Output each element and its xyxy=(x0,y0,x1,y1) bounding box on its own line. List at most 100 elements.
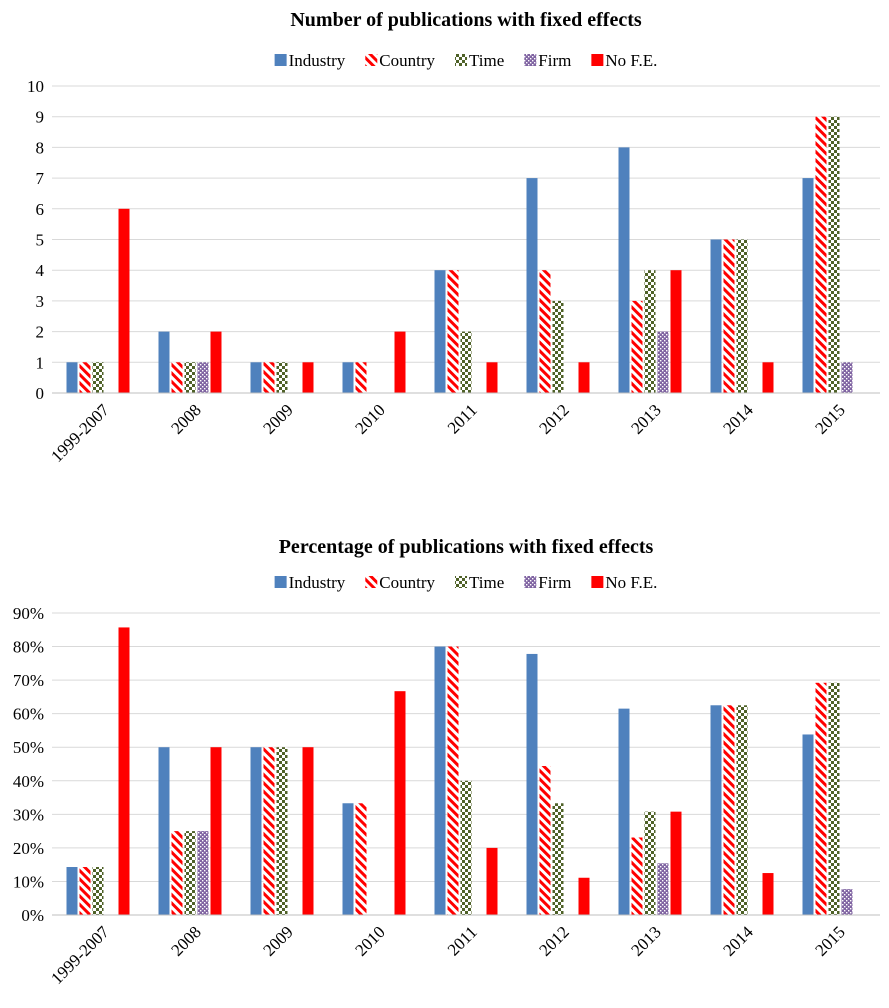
bar-no-f-e-2011 xyxy=(486,362,498,393)
legend-item-time: Time xyxy=(455,51,504,70)
bar-time-2012 xyxy=(552,803,564,915)
bar-time-2008 xyxy=(184,831,196,915)
y-tick-label: 50% xyxy=(13,738,44,757)
y-tick-label: 40% xyxy=(13,772,44,791)
bar-firm-2013 xyxy=(657,331,669,393)
bar-firm-2013 xyxy=(657,863,669,915)
x-tick-label: 1999-2007 xyxy=(47,400,113,466)
bar-no-f-e-2010 xyxy=(394,691,406,915)
chart-publication-counts: Number of publications with fixed effect… xyxy=(0,0,889,470)
bar-no-f-e-2009 xyxy=(302,747,314,915)
bar-country-2009 xyxy=(263,362,275,393)
bar-industry-1999-2007 xyxy=(66,867,78,915)
legend-label: Industry xyxy=(289,51,346,70)
y-tick-label: 5 xyxy=(36,231,45,250)
bar-time-1999-2007 xyxy=(92,867,104,915)
bar-industry-2013 xyxy=(618,708,630,915)
y-tick-label: 3 xyxy=(36,292,45,311)
legend-item-time: Time xyxy=(455,573,504,592)
legend-swatch xyxy=(591,54,604,66)
chart-title: Percentage of publications with fixed ef… xyxy=(279,536,654,558)
legend-label: Time xyxy=(469,51,504,70)
bar-time-2013 xyxy=(644,270,656,393)
legend-label: Country xyxy=(379,51,435,70)
chart-legend: Industry Country Time Firm No F.E. xyxy=(274,573,657,592)
bar-time-2015 xyxy=(828,682,840,915)
bar-no-f-e-2009 xyxy=(302,362,314,393)
x-tick-label: 2014 xyxy=(719,400,757,438)
x-tick-label: 2015 xyxy=(811,922,848,959)
y-tick-label: 9 xyxy=(36,108,45,127)
bar-industry-1999-2007 xyxy=(66,362,78,393)
legend-swatch xyxy=(274,576,287,588)
legend-swatch xyxy=(524,54,537,66)
bar-country-2015 xyxy=(815,116,827,393)
legend-label: No F.E. xyxy=(605,573,657,592)
bars xyxy=(66,116,853,393)
bar-country-1999-2007 xyxy=(79,867,91,915)
y-tick-label: 60% xyxy=(13,705,44,724)
bar-no-f-e-1999-2007 xyxy=(118,208,130,393)
bar-industry-2009 xyxy=(250,747,262,915)
y-tick-label: 70% xyxy=(13,671,44,690)
bar-firm-2008 xyxy=(197,362,209,393)
legend-item-no-f-e: No F.E. xyxy=(591,51,657,70)
bar-time-2008 xyxy=(184,362,196,393)
bar-time-2009 xyxy=(276,747,288,915)
bar-time-2015 xyxy=(828,116,840,393)
legend-label: No F.E. xyxy=(605,51,657,70)
bar-industry-2014 xyxy=(710,239,722,393)
bar-industry-2009 xyxy=(250,362,262,393)
bar-industry-2012 xyxy=(526,653,538,915)
bar-industry-2015 xyxy=(802,178,814,393)
legend-item-country: Country xyxy=(365,51,436,70)
bar-industry-2011 xyxy=(434,270,446,393)
bar-time-2009 xyxy=(276,362,288,393)
legend-item-industry: Industry xyxy=(274,51,346,70)
bar-country-2011 xyxy=(447,646,459,915)
y-tick-label: 0% xyxy=(21,906,44,925)
y-tick-label: 1 xyxy=(36,353,45,372)
legend-label: Firm xyxy=(538,51,571,70)
y-tick-label: 30% xyxy=(13,805,44,824)
x-tick-label: 2009 xyxy=(259,400,296,437)
chart-title: Number of publications with fixed effect… xyxy=(290,9,641,31)
x-tick-label: 2010 xyxy=(351,922,388,959)
bar-firm-2015 xyxy=(841,889,853,915)
chart-publication-percentages: Percentage of publications with fixed ef… xyxy=(0,530,889,1003)
bar-no-f-e-2008 xyxy=(210,331,222,393)
x-tick-label: 2015 xyxy=(811,400,848,437)
y-tick-label: 6 xyxy=(36,200,45,219)
bar-country-2015 xyxy=(815,682,827,915)
bar-firm-2008 xyxy=(197,831,209,915)
legend-item-no-f-e: No F.E. xyxy=(591,573,657,592)
y-tick-label: 0 xyxy=(36,384,45,403)
x-tick-label: 2011 xyxy=(444,400,481,437)
y-tick-label: 2 xyxy=(36,323,45,342)
bar-country-2011 xyxy=(447,270,459,393)
legend-swatch xyxy=(524,576,537,588)
x-tick-label: 2010 xyxy=(351,400,388,437)
legend-item-country: Country xyxy=(365,573,436,592)
legend-swatch xyxy=(274,54,287,66)
bar-time-2014 xyxy=(736,705,748,915)
x-tick-label: 2009 xyxy=(259,922,296,959)
y-tick-label: 20% xyxy=(13,839,44,858)
bar-firm-2015 xyxy=(841,362,853,393)
bar-time-2012 xyxy=(552,300,564,393)
x-tick-label: 2008 xyxy=(167,922,204,959)
x-tick-label: 2012 xyxy=(535,922,572,959)
bar-industry-2011 xyxy=(434,646,446,915)
y-tick-label: 4 xyxy=(36,261,45,280)
x-tick-label: 2014 xyxy=(719,922,757,960)
bar-time-2011 xyxy=(460,331,472,393)
legend-label: Time xyxy=(469,573,504,592)
bar-time-2011 xyxy=(460,780,472,915)
bars xyxy=(66,627,853,915)
bar-no-f-e-2012 xyxy=(578,362,590,393)
y-tick-label: 8 xyxy=(36,138,45,157)
legend-item-firm: Firm xyxy=(524,573,571,592)
bar-time-1999-2007 xyxy=(92,362,104,393)
bar-no-f-e-2010 xyxy=(394,331,406,393)
legend-item-industry: Industry xyxy=(274,573,346,592)
